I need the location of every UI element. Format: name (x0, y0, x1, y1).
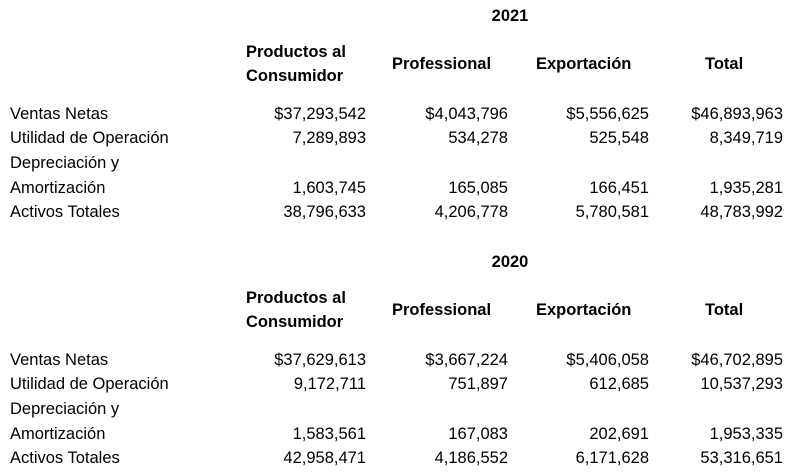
cell-value: 202,691 (589, 425, 649, 443)
cell-value: $4,043,796 (425, 105, 508, 123)
cell-value: 8,349,719 (709, 129, 783, 147)
cell-value: $37,293,542 (274, 105, 366, 123)
cell-value: 7,289,893 (292, 129, 366, 147)
col-header-exportacion: Exportación (536, 55, 632, 73)
col-header-professional: Professional (392, 55, 492, 73)
cell-value: 42,958,471 (283, 449, 366, 467)
cell-value: 5,780,581 (575, 203, 649, 221)
cell-value: 525,548 (589, 129, 649, 147)
col-header-exportacion: Exportación (536, 301, 632, 319)
cell-value: $46,893,963 (691, 105, 783, 123)
cell-value: 167,083 (448, 425, 508, 443)
table-year: 2020 (491, 253, 529, 271)
cell-value: 1,953,335 (709, 425, 783, 443)
row-label-amortizacion: Amortización (10, 179, 106, 197)
cell-value: 166,451 (589, 179, 649, 197)
cell-value: 751,897 (448, 375, 508, 393)
row-label-amortizacion: Amortización (10, 425, 106, 443)
cell-value: $5,556,625 (566, 105, 649, 123)
cell-value: $3,667,224 (425, 351, 508, 369)
row-label-activos: Activos Totales (10, 203, 120, 221)
cell-value: $46,702,895 (691, 351, 783, 369)
cell-value: 48,783,992 (700, 203, 783, 221)
col-header-productos-line1: Productos al (246, 289, 346, 307)
row-label-depreciacion-line1: Depreciación y (10, 154, 120, 172)
cell-value: 6,171,628 (575, 449, 649, 467)
cell-value: 612,685 (589, 375, 649, 393)
cell-value: 165,085 (448, 179, 508, 197)
segment-table-2021: 2021 Productos al Consumidor Professiona… (0, 0, 793, 236)
col-header-productos-line1: Productos al (246, 43, 346, 61)
row-label-utilidad: Utilidad de Operación (10, 129, 169, 147)
col-header-professional: Professional (392, 301, 492, 319)
segment-table-2020: 2020 Productos al Consumidor Professiona… (0, 246, 793, 473)
row-label-ventas-netas: Ventas Netas (10, 105, 109, 123)
col-header-productos: Productos al Consumidor (246, 286, 346, 334)
cell-value: $37,629,613 (274, 351, 366, 369)
cell-value: 1,603,745 (292, 179, 366, 197)
cell-value: 534,278 (448, 129, 508, 147)
col-header-productos: Productos al Consumidor (246, 40, 346, 88)
row-label-activos: Activos Totales (10, 449, 120, 467)
cell-value: $5,406,058 (566, 351, 649, 369)
cell-value: 53,316,651 (700, 449, 783, 467)
col-header-productos-line2: Consumidor (246, 313, 344, 331)
cell-value: 10,537,293 (700, 375, 783, 393)
cell-value: 9,172,711 (293, 375, 366, 393)
cell-value: 4,206,778 (434, 203, 508, 221)
table-year: 2021 (491, 7, 529, 25)
col-header-total: Total (705, 301, 744, 319)
row-label-ventas-netas: Ventas Netas (10, 351, 109, 369)
cell-value: 1,583,561 (292, 425, 366, 443)
cell-value: 1,935,281 (709, 179, 783, 197)
row-label-depreciacion-line1: Depreciación y (10, 400, 120, 418)
col-header-productos-line2: Consumidor (246, 67, 344, 85)
cell-value: 4,186,552 (434, 449, 508, 467)
row-label-utilidad: Utilidad de Operación (10, 375, 169, 393)
cell-value: 38,796,633 (283, 203, 366, 221)
col-header-total: Total (705, 55, 744, 73)
